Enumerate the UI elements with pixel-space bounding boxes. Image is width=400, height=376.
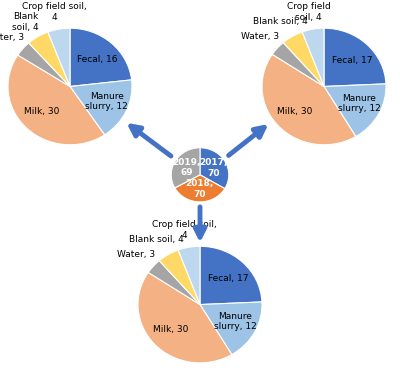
Text: Crop field soil,
4: Crop field soil, 4: [22, 2, 87, 22]
Wedge shape: [159, 250, 200, 305]
Wedge shape: [29, 32, 70, 86]
Wedge shape: [48, 28, 70, 86]
Text: Water, 3: Water, 3: [240, 32, 279, 41]
Text: Water, 3: Water, 3: [0, 33, 24, 42]
Text: Fecal, 17: Fecal, 17: [332, 56, 372, 65]
Wedge shape: [178, 246, 200, 305]
Wedge shape: [148, 261, 200, 305]
Wedge shape: [8, 55, 104, 145]
Text: 2018,
70: 2018, 70: [186, 179, 214, 199]
Text: 2019,
69: 2019, 69: [172, 158, 200, 177]
Text: Milk, 30: Milk, 30: [153, 324, 188, 334]
Text: Milk, 30: Milk, 30: [24, 108, 60, 117]
Wedge shape: [262, 55, 356, 145]
Text: Crop field
soil, 4: Crop field soil, 4: [287, 2, 330, 22]
Text: Fecal, 16: Fecal, 16: [76, 55, 117, 64]
Wedge shape: [200, 302, 262, 355]
Wedge shape: [70, 28, 132, 86]
Text: Manure
slurry, 12: Manure slurry, 12: [85, 92, 128, 111]
Text: Blank
soil, 4: Blank soil, 4: [12, 12, 39, 32]
Wedge shape: [18, 43, 70, 86]
Text: Milk, 30: Milk, 30: [277, 106, 312, 115]
Text: Fecal, 17: Fecal, 17: [208, 274, 248, 284]
Wedge shape: [70, 80, 132, 135]
Text: Blank soil, 4: Blank soil, 4: [129, 235, 184, 244]
Wedge shape: [200, 148, 229, 189]
Wedge shape: [175, 175, 225, 202]
Wedge shape: [324, 28, 386, 86]
Text: Manure
slurry, 12: Manure slurry, 12: [214, 312, 257, 331]
Wedge shape: [138, 273, 232, 363]
Wedge shape: [324, 84, 386, 136]
Text: Blank soil, 4: Blank soil, 4: [253, 17, 308, 26]
Wedge shape: [272, 42, 324, 86]
Wedge shape: [171, 148, 200, 188]
Text: Water, 3: Water, 3: [116, 250, 155, 259]
Text: 2017,
70: 2017, 70: [200, 158, 228, 177]
Wedge shape: [302, 28, 324, 86]
Wedge shape: [200, 246, 262, 305]
Text: Manure
slurry, 12: Manure slurry, 12: [338, 94, 381, 113]
Wedge shape: [283, 32, 324, 86]
Text: Crop field soil,
4: Crop field soil, 4: [152, 220, 217, 240]
